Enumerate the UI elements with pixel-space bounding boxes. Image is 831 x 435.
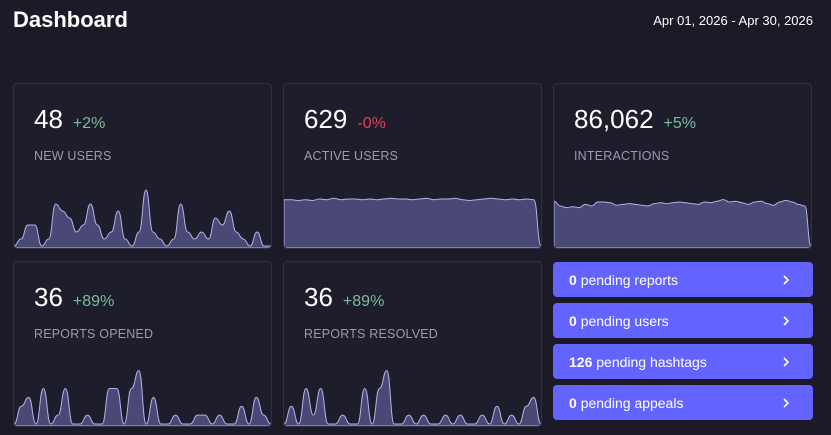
- sparkline-area: [284, 197, 541, 248]
- metric-value: 36: [304, 282, 333, 312]
- metric-label: REPORTS OPENED: [34, 327, 154, 341]
- pending-reports-button[interactable]: 0 pending reports: [553, 262, 813, 297]
- chevron-right-icon: [783, 274, 790, 285]
- chevron-right-icon: [783, 356, 790, 367]
- metric-change: +5%: [663, 115, 696, 132]
- metric-label: INTERACTIONS: [574, 149, 670, 163]
- metric-change: +89%: [72, 293, 115, 310]
- metric-change: +2%: [72, 115, 106, 132]
- pending-users-button[interactable]: 0 pending users: [553, 303, 813, 338]
- pending-actions: 0 pending reports 0 pending users 126 pe…: [553, 262, 813, 426]
- action-text: pending appeals: [580, 394, 684, 411]
- action-label: 0 pending appeals: [569, 395, 683, 411]
- sparkline-chart: [554, 199, 811, 248]
- metric-value: 48: [34, 104, 63, 134]
- sparkline-chart: [14, 189, 271, 248]
- action-count: 0: [569, 394, 577, 411]
- chevron-right-icon: [783, 315, 790, 326]
- metric-card-active-users: 629 -0% ACTIVE USERS: [283, 83, 542, 249]
- pending-hashtags-button[interactable]: 126 pending hashtags: [553, 344, 813, 379]
- date-range[interactable]: Apr 01, 2026 - Apr 30, 2026: [653, 13, 813, 28]
- sparkline-area: [14, 189, 271, 248]
- action-text: pending users: [580, 312, 669, 329]
- action-label: 126 pending hashtags: [569, 354, 707, 370]
- metric-card-interactions: 86,062 +5% INTERACTIONS: [553, 83, 812, 249]
- metric-label: NEW USERS: [34, 149, 112, 163]
- metric-value: 86,062: [574, 104, 654, 134]
- action-count: 126: [569, 353, 593, 370]
- sparkline-chart: [284, 197, 541, 248]
- metric-value: 629: [304, 104, 348, 134]
- metric-card-reports-resolved: 36 +89% REPORTS RESOLVED: [283, 261, 542, 427]
- pending-appeals-button[interactable]: 0 pending appeals: [553, 385, 813, 420]
- metric-value: 36: [34, 282, 63, 312]
- action-label: 0 pending reports: [569, 272, 678, 288]
- sparkline-area: [554, 199, 811, 248]
- action-count: 0: [569, 312, 577, 329]
- sparkline-chart: [284, 370, 541, 426]
- action-count: 0: [569, 271, 577, 288]
- metric-change: -0%: [357, 115, 386, 132]
- metric-card-reports-opened: 36 +89% REPORTS OPENED: [13, 261, 272, 427]
- chevron-right-icon: [783, 397, 790, 408]
- action-text: pending hashtags: [596, 353, 707, 370]
- sparkline-area: [14, 370, 271, 426]
- sparkline-chart: [14, 370, 271, 426]
- metric-change: +89%: [342, 293, 385, 310]
- action-label: 0 pending users: [569, 313, 669, 329]
- page-title: Dashboard: [13, 7, 128, 32]
- metric-card-new-users: 48 +2% NEW USERS: [13, 83, 272, 249]
- metric-label: ACTIVE USERS: [304, 149, 399, 163]
- action-text: pending reports: [580, 271, 678, 288]
- sparkline-area: [284, 370, 541, 426]
- metric-label: REPORTS RESOLVED: [304, 327, 439, 341]
